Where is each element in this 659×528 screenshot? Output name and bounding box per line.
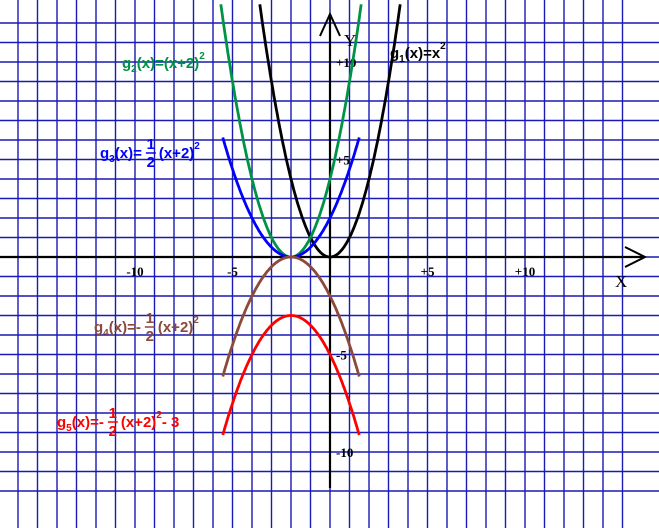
curves (219, 4, 402, 436)
series-4-label-text: g4(x)=- (94, 319, 144, 339)
series-4-label-tail: (x+2)2 (158, 315, 199, 336)
fraction-numerator: 1 (147, 136, 155, 153)
series-5-label-text: g5(x)=- (57, 414, 107, 434)
series-2-label-text: g2(x)=(x+2)2 (122, 51, 205, 75)
series-5-label: g5(x)=- 12 (x+2)2- 3 (57, 405, 179, 440)
series-3-label: g3(x)= 12(x+2)2 (100, 136, 200, 171)
y-tick-label: +5 (336, 153, 350, 168)
x-axis-arrow (624, 246, 648, 268)
x-axis-label: X (615, 272, 627, 291)
series-1-label-text: g1(x)=x2 (390, 41, 446, 65)
fraction-denominator: 2 (147, 154, 155, 171)
x-tick-label: +5 (421, 264, 435, 279)
series-2-label: g2(x)=(x+2)2 (122, 51, 205, 75)
axes (0, 11, 648, 488)
y-axis-arrow (319, 11, 341, 37)
x-tick-label: +10 (515, 264, 535, 279)
y-tick-label: -5 (336, 348, 347, 363)
y-tick-label: -10 (336, 445, 353, 460)
fraction-numerator: 1 (146, 310, 154, 327)
series-4-label: g4(x)=- 12 (x+2)2 (94, 310, 199, 345)
series-1-label: g1(x)=x2 (390, 41, 446, 65)
series-5-label-tail: (x+2)2- 3 (121, 410, 180, 431)
series-5-fraction: 12 (107, 405, 118, 440)
series-3-label-text: g3(x)= (100, 145, 145, 165)
x-tick-label: -5 (227, 264, 238, 279)
series-4-fraction: 12 (144, 310, 155, 345)
series-3-fraction: 12 (145, 136, 156, 171)
fraction-denominator: 2 (109, 423, 117, 440)
fraction-numerator: 1 (109, 405, 117, 422)
series-4-line (221, 255, 361, 377)
y-axis-label: Y (344, 31, 356, 50)
series-3-label-tail: (x+2)2 (159, 141, 200, 162)
series-1-line (258, 4, 402, 259)
series-5-line (221, 314, 361, 436)
tick-labels: -10 -5 +5 +10+10+5-5-10 (126, 55, 535, 460)
x-tick-label: -10 (126, 264, 143, 279)
fraction-denominator: 2 (146, 328, 154, 345)
